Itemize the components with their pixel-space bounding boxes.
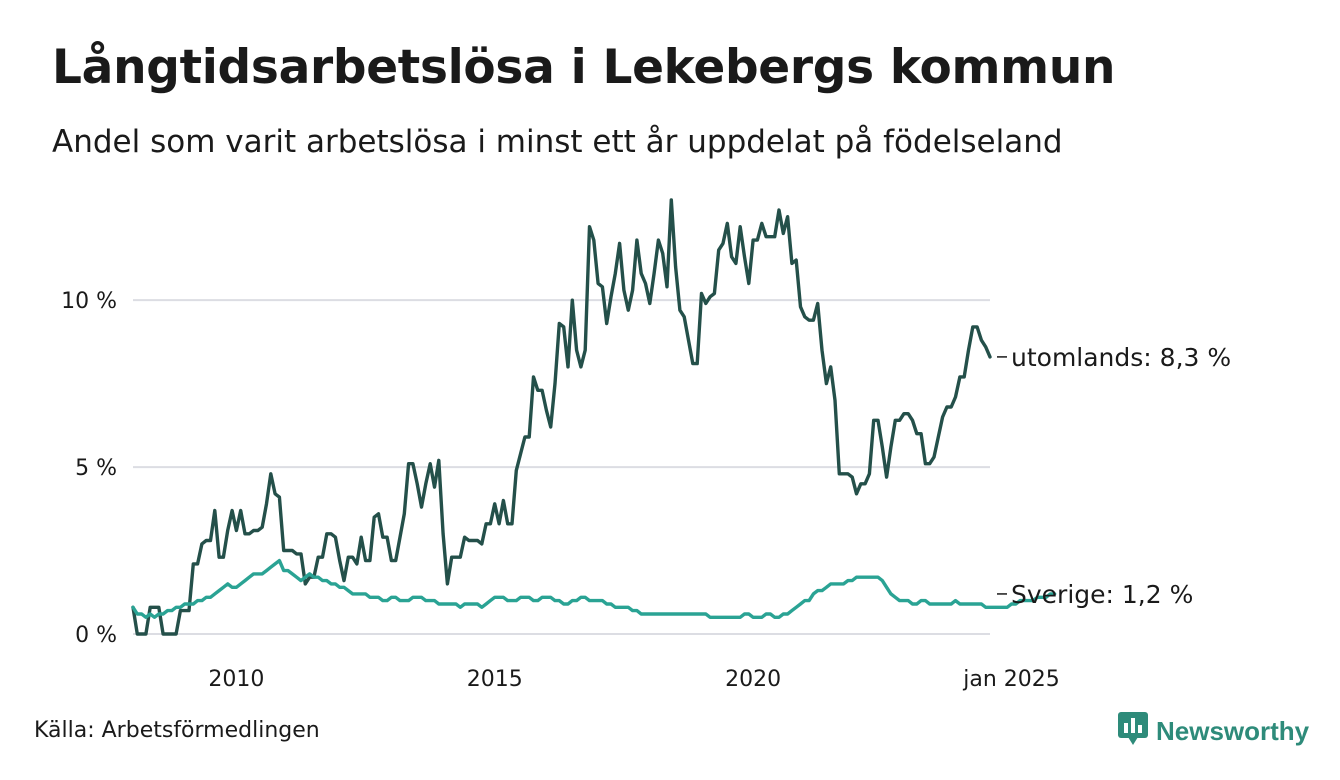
y-axis: 0 % 5 % 10 % xyxy=(61,289,117,648)
x-tick-label: 2015 xyxy=(467,667,523,692)
end-labels: utomlands: 8,3 % Sverige: 1,2 % xyxy=(997,343,1231,609)
x-tick-label: jan 2025 xyxy=(962,667,1060,692)
chart-title: Långtidsarbetslösa i Lekebergs kommun xyxy=(52,40,1116,95)
end-label-sverige: Sverige: 1,2 % xyxy=(1011,580,1193,609)
series-line-sverige xyxy=(131,558,1057,619)
end-label-utomlands: utomlands: 8,3 % xyxy=(1011,343,1231,372)
source-note: Källa: Arbetsförmedlingen xyxy=(34,718,320,743)
series-line-utomlands xyxy=(131,198,992,636)
x-axis: 2010 2015 2020 jan 2025 xyxy=(208,667,1059,692)
x-tick-label: 2020 xyxy=(725,667,781,692)
grid-lines xyxy=(133,299,990,635)
brand-name: Newsworthy xyxy=(1156,715,1310,746)
brand-logo[interactable]: Newsworthy xyxy=(1118,712,1309,750)
y-tick-label: 10 % xyxy=(61,289,117,314)
newsworthy-logo-icon xyxy=(1118,712,1148,750)
y-tick-label: 5 % xyxy=(75,456,117,481)
chart-subtitle: Andel som varit arbetslösa i minst ett å… xyxy=(52,124,1063,160)
y-tick-label: 0 % xyxy=(75,623,117,648)
series-lines xyxy=(131,198,1057,636)
x-tick-label: 2010 xyxy=(208,667,264,692)
